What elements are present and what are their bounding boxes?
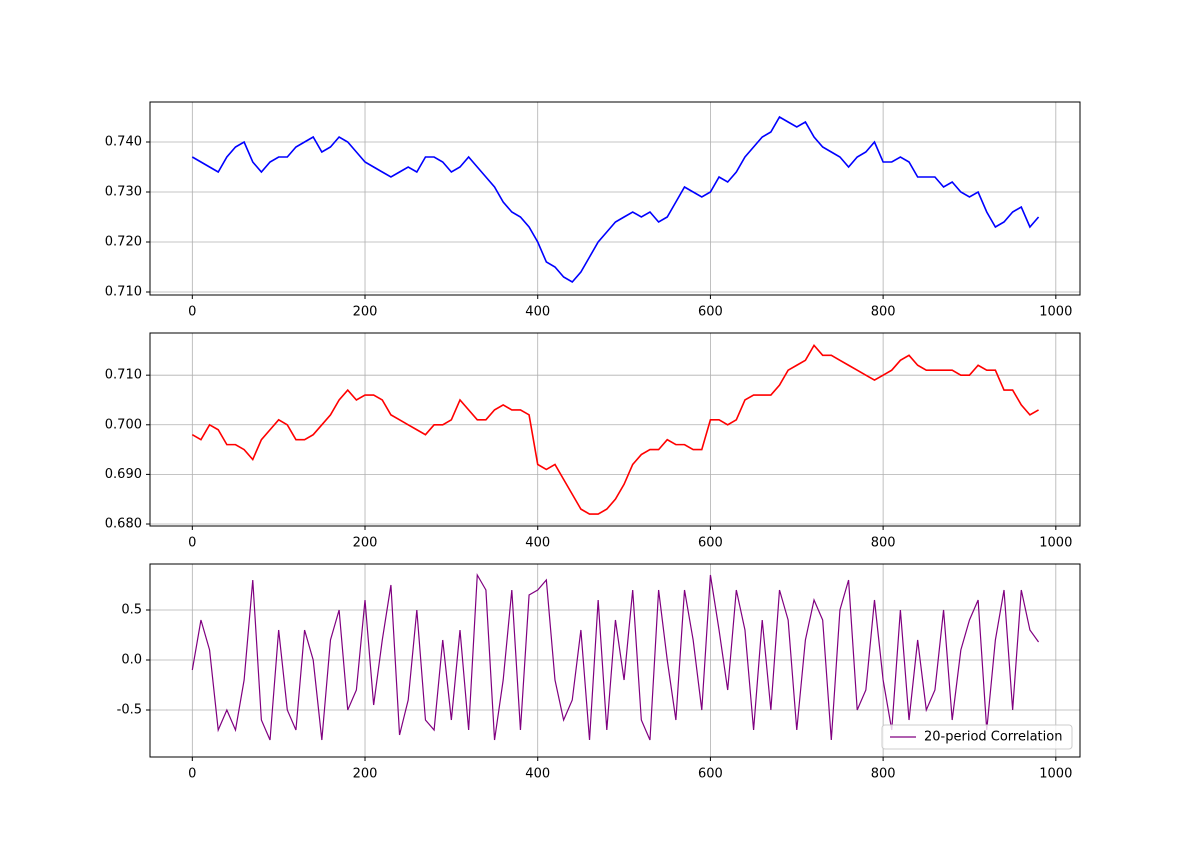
axes-frame <box>149 563 1081 758</box>
legend-box <box>881 724 1073 750</box>
x-tick-label: 200 <box>353 767 378 782</box>
x-tick-label: 600 <box>698 536 723 551</box>
y-tick-label: 0.690 <box>105 467 142 482</box>
plot-area <box>150 333 1080 526</box>
x-tick-label: 800 <box>871 305 896 320</box>
x-tick-label: 1000 <box>1039 536 1072 551</box>
legend-label: 20-period Correlation <box>924 730 1062 745</box>
x-tick-label: 800 <box>871 536 896 551</box>
x-tick-label: 800 <box>871 767 896 782</box>
x-tick-label: 200 <box>353 536 378 551</box>
x-tick-label: 0 <box>188 767 196 782</box>
y-tick-label: 0.0 <box>121 653 142 668</box>
legend: 20-period Correlation <box>881 724 1073 750</box>
subplot: 0 200 400 600 800 1000 -0.5 0.0 0.5 20-period Cor… <box>117 563 1081 782</box>
axes-frame <box>149 332 1081 527</box>
data-line <box>191 344 1039 515</box>
data-line <box>191 572 1040 741</box>
x-tick-label: 600 <box>698 305 723 320</box>
axes-frame <box>149 101 1081 296</box>
x-tick-label: 400 <box>525 767 550 782</box>
y-tick-label: -0.5 <box>117 703 142 718</box>
subplot: 0 200 400 600 800 1000 0.710 0.720 0.730 0.740 <box>105 101 1081 320</box>
subplot: 0 200 400 600 800 1000 0.680 0.690 0.700 0.710 <box>105 332 1081 551</box>
y-tick-label: 0.740 <box>105 135 142 150</box>
x-tick-label: 0 <box>188 305 196 320</box>
x-tick-label: 1000 <box>1039 767 1072 782</box>
y-tick-label: 0.680 <box>105 517 142 532</box>
plot-area <box>150 102 1080 295</box>
y-tick-label: 0.5 <box>121 603 142 618</box>
x-tick-label: 400 <box>525 305 550 320</box>
data-line <box>191 115 1040 284</box>
x-tick-label: 400 <box>525 536 550 551</box>
x-tick-label: 600 <box>698 767 723 782</box>
x-tick-label: 0 <box>188 536 196 551</box>
y-tick-label: 0.710 <box>105 368 142 383</box>
y-tick-label: 0.730 <box>105 185 142 200</box>
y-tick-label: 0.710 <box>105 285 142 300</box>
y-tick-label: 0.720 <box>105 235 142 250</box>
x-tick-label: 1000 <box>1039 305 1072 320</box>
x-tick-label: 200 <box>353 305 378 320</box>
y-tick-label: 0.700 <box>105 417 142 432</box>
